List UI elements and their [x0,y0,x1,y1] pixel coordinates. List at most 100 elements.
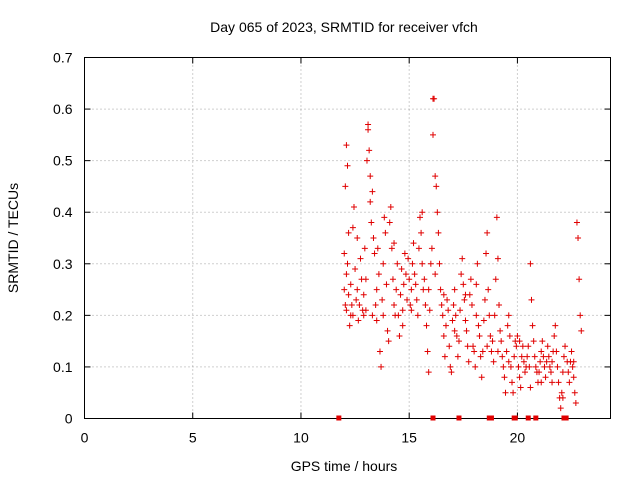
data-point [568,348,575,355]
data-point [562,343,569,350]
data-point [355,317,362,324]
data-point [341,286,348,293]
data-point [554,363,561,370]
data-point [524,353,531,360]
data-point [343,271,350,278]
data-point [399,322,406,329]
data-point [464,343,471,350]
data-point [485,286,492,293]
data-point [460,281,467,288]
data-point [425,369,432,376]
data-point [454,353,461,360]
x-tick-label: 0 [81,430,89,446]
baseline-markers [336,415,569,421]
data-point [369,312,376,319]
data-point [461,296,468,303]
data-point [471,348,478,355]
data-point [484,343,491,350]
data-point [370,235,377,241]
data-point [396,332,403,339]
data-point [439,312,446,319]
data-point [521,369,528,376]
data-point [531,353,538,360]
data-point [366,147,373,154]
data-point [527,260,534,267]
data-point [378,363,385,370]
data-point [400,281,407,288]
data-point [432,173,439,180]
data-point [342,302,349,309]
data-point [407,302,414,309]
data-point [430,131,437,138]
data-point [342,183,349,190]
data-point [352,265,359,272]
data-point [402,271,409,278]
data-point [470,343,477,350]
data-point [472,363,479,370]
data-point [431,95,438,102]
data-point [486,312,493,319]
x-axis: 0 5 10 15 20 [81,57,525,446]
data-point [341,250,348,257]
data-point [557,405,564,412]
data-point [346,322,353,329]
data-point [479,348,486,355]
data-point [413,296,420,303]
data-point [520,358,527,365]
data-point [455,338,462,345]
data-point [473,281,480,288]
data-point [484,229,491,236]
data-point [412,281,419,288]
data-point [565,369,572,376]
data-point [409,260,416,267]
data-point [448,369,455,376]
x-tick-label: 5 [189,430,197,446]
data-point [419,260,426,267]
data-point [492,276,499,283]
data-point [434,209,441,216]
data-point [514,332,521,339]
data-point [473,312,480,319]
data-point [543,358,550,365]
y-tick-label: 0.6 [53,101,73,117]
data-point [438,302,445,309]
data-point [369,188,376,195]
data-point [526,363,533,370]
data-point [442,322,449,329]
data-point [446,343,453,350]
data-point [391,240,398,247]
data-point [474,260,481,267]
data-point [462,291,469,298]
data-point [410,240,417,247]
data-point [411,271,418,278]
data-point [347,281,354,288]
data-point [404,296,411,303]
data-point [577,312,584,319]
data-point [379,296,386,303]
data-point [465,358,472,365]
data-point [530,338,537,345]
y-tick-label: 0.7 [53,50,73,66]
data-point [382,229,389,236]
data-point [399,307,406,314]
baseline-marker [456,415,462,421]
data-point [488,348,495,355]
data-point [489,338,496,345]
data-point [428,245,435,252]
data-point [408,307,415,314]
data-point [566,379,573,386]
data-point [571,389,578,396]
data-point [478,374,485,381]
data-point [406,276,413,283]
data-point [345,291,352,298]
data-point [435,229,442,236]
data-point [536,369,543,376]
data-point [494,255,501,262]
data-point [397,291,404,298]
data-point [576,276,583,283]
data-point [424,348,431,355]
data-point [362,276,369,283]
data-point [487,332,494,339]
data-point [480,317,487,324]
x-axis-title: GPS time / hours [291,458,398,474]
